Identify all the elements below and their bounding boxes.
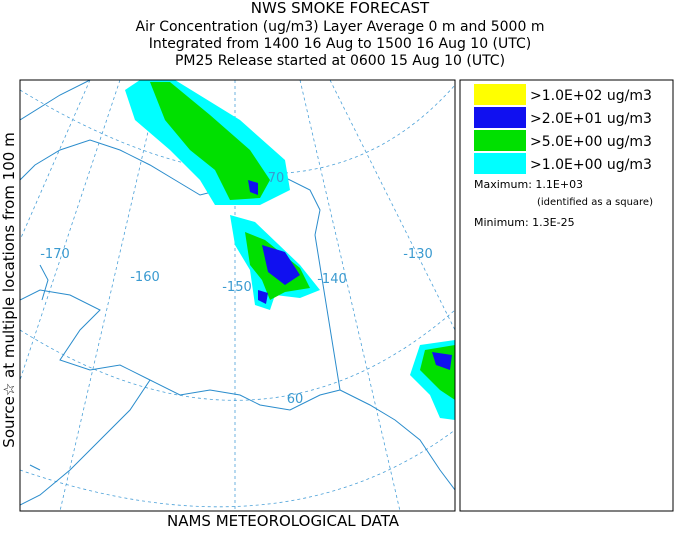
minimum: Minimum: 1.3E-25	[474, 216, 575, 229]
legend-label: >2.0E+01 ug/m3	[530, 111, 652, 127]
latitude-label: 70	[268, 171, 285, 186]
subtitle: Air Concentration (ug/m3) Layer Average …	[136, 19, 545, 35]
legend-swatch	[474, 130, 526, 151]
longitude-label: -160	[130, 270, 160, 285]
legend-swatch	[474, 107, 526, 128]
map	[20, 80, 455, 511]
legend-swatch	[474, 153, 526, 174]
legend-label: >1.0E+02 ug/m3	[530, 88, 652, 104]
legend-label: >1.0E+00 ug/m3	[530, 157, 652, 173]
legend-frame	[459, 79, 674, 512]
latitude-label: 60	[287, 392, 304, 407]
maximum-note: (identified as a square)	[537, 197, 653, 208]
footer: NAMS METEOROLOGICAL DATA	[167, 512, 400, 530]
subtitle: Integrated from 1400 16 Aug to 1500 16 A…	[149, 36, 532, 52]
longitude-label: -130	[403, 247, 433, 262]
subtitle: PM25 Release started at 0600 15 Aug 10 (…	[175, 53, 505, 69]
side-label: Source☆ at multiple locations from 100 m	[0, 132, 18, 447]
legend-label: >5.0E+00 ug/m3	[530, 134, 652, 150]
longitude-label: -140	[317, 272, 347, 287]
map-frame	[19, 79, 456, 512]
longitude-label: -170	[40, 247, 70, 262]
longitude-label: -150	[222, 280, 252, 295]
legend-swatch	[474, 84, 526, 105]
maximum: Maximum: 1.1E+03	[474, 178, 583, 191]
title: NWS SMOKE FORECAST	[251, 0, 430, 17]
